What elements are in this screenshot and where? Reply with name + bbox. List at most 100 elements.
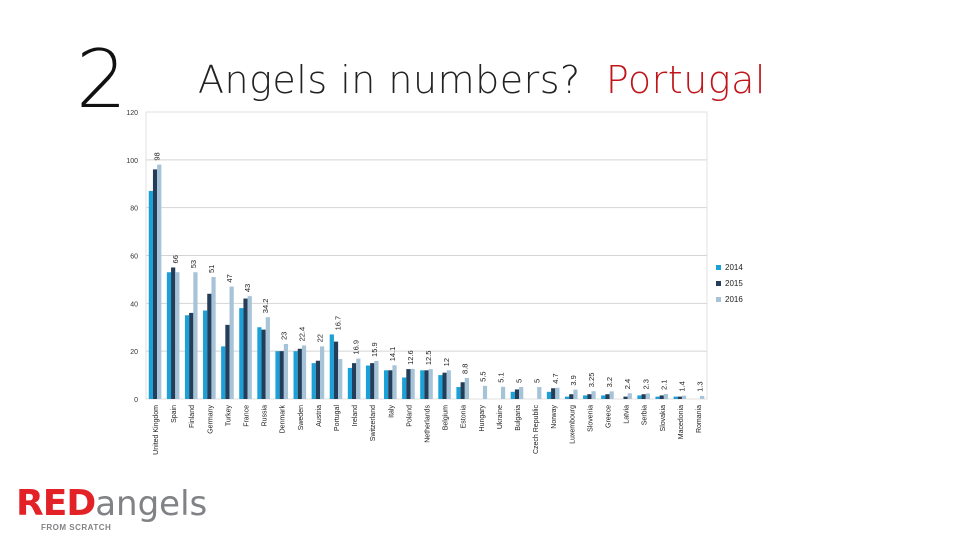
bar-2015 [171, 267, 176, 399]
bar-2016 [537, 387, 542, 399]
bar-2015 [261, 329, 266, 399]
bar-2015 [352, 363, 357, 399]
category-label: Austria [316, 405, 323, 427]
bar-2016 [211, 277, 216, 399]
category-label: Slovenia [587, 405, 594, 432]
data-label: 53 [189, 260, 198, 268]
bar-2016 [500, 386, 506, 399]
data-label: 51 [207, 265, 216, 273]
bar-2014 [601, 395, 606, 399]
bar-2016 [700, 395, 705, 399]
bar-2014 [637, 395, 642, 399]
bar-2016 [446, 370, 451, 399]
bar-2014 [456, 387, 461, 399]
category-label: Hungary [479, 405, 486, 432]
bar-2016 [374, 360, 379, 399]
bar-2015 [424, 370, 429, 399]
bar-2014 [148, 190, 153, 399]
bar-2016 [193, 272, 198, 399]
logo-red-text: RED [16, 483, 96, 524]
category-label: Romania [696, 405, 703, 433]
bar-2014 [655, 396, 660, 399]
data-label: 16.9 [352, 340, 361, 355]
bar-2015 [442, 372, 447, 399]
bar-2014 [402, 377, 407, 399]
logo-angels-text: angels [95, 484, 208, 524]
bar-2014 [438, 375, 443, 399]
bar-2014 [203, 310, 208, 399]
bar-2015 [207, 293, 212, 399]
bar-2015 [315, 360, 321, 399]
data-label: 15.9 [370, 342, 379, 357]
bar-2015 [587, 394, 592, 399]
bar-2015 [388, 370, 393, 399]
bar-2015 [641, 394, 646, 399]
legend-swatch [716, 281, 721, 286]
bar-2015 [659, 395, 664, 399]
bar-2014 [564, 396, 570, 399]
bar-2014 [184, 315, 190, 399]
bar-2016 [229, 286, 234, 399]
data-label: 5 [515, 379, 524, 383]
legend-label: 2015 [725, 279, 743, 288]
slide-number: 2 [76, 33, 127, 126]
data-label: 66 [171, 255, 180, 263]
category-label: Latvia [624, 405, 631, 424]
bar-2014 [221, 346, 226, 399]
bar-2015 [514, 389, 520, 399]
bar-2016 [482, 385, 488, 399]
category-label: Russia [262, 405, 269, 427]
bar-2014 [420, 370, 425, 399]
bar-2015 [297, 348, 302, 399]
data-label: 3.25 [587, 373, 596, 388]
category-label: Belgium [443, 405, 450, 430]
bar-2015 [333, 341, 339, 399]
bar-2016 [519, 387, 524, 399]
bar-2015 [551, 388, 556, 399]
data-label: 3.2 [605, 377, 614, 387]
bar-2016 [265, 317, 270, 399]
data-label: 1.3 [696, 381, 705, 391]
bar-2014 [239, 308, 244, 399]
bar-2015 [279, 351, 284, 399]
bar-2015 [406, 369, 411, 399]
data-label: 8.8 [460, 364, 469, 374]
data-label: 2.3 [641, 379, 650, 389]
bar-2014 [347, 367, 353, 399]
bar-2015 [189, 312, 194, 399]
bar-2016 [356, 358, 361, 399]
category-label: Sweden [298, 405, 305, 430]
data-label: 12.5 [424, 350, 433, 365]
title-prefix: Angels in numbers? [198, 58, 581, 102]
bar-2016 [338, 359, 343, 399]
bar-2014 [329, 334, 334, 399]
bar-2015 [623, 396, 628, 399]
data-label: 5.5 [478, 371, 487, 381]
data-label: 23 [279, 332, 288, 340]
bar-2016 [175, 272, 180, 399]
bar-2016 [681, 395, 687, 399]
data-label: 22.4 [297, 327, 306, 342]
bar-2014 [510, 391, 515, 399]
logo-tagline: FROM SCRATCH [41, 523, 112, 532]
bar-2016 [157, 164, 162, 399]
category-label: Switzerland [370, 405, 377, 441]
bar-2016 [428, 369, 433, 399]
data-label: 12.6 [406, 350, 415, 365]
bar-2015 [569, 394, 574, 399]
bar-2014 [365, 365, 371, 399]
category-label: Greece [605, 405, 612, 428]
bar-2014 [384, 370, 389, 399]
category-label: Portugal [334, 405, 341, 432]
y-tick-label: 80 [130, 206, 138, 213]
category-label: Estonia [461, 405, 468, 428]
bar-2015 [243, 298, 248, 399]
data-label: 12 [442, 358, 451, 366]
bar-2016 [555, 387, 560, 399]
category-label: Finland [189, 405, 196, 428]
category-label: Denmark [280, 405, 287, 434]
category-label: Bulgaria [515, 405, 522, 431]
category-label: United Kingdom [153, 405, 160, 455]
bar-2014 [546, 391, 552, 399]
legend-swatch [716, 265, 721, 270]
